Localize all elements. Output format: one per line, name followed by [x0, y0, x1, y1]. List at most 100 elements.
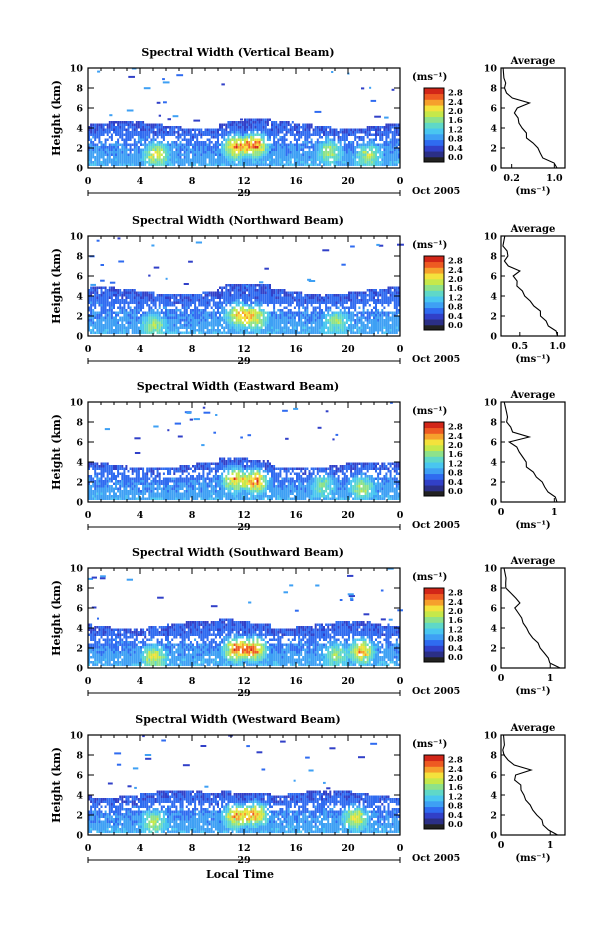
heatmap-cell — [194, 331, 197, 334]
heatmap-cell — [125, 131, 128, 134]
heatmap-cell — [352, 133, 355, 136]
heatmap-cell — [260, 284, 263, 287]
heatmap-cell — [108, 314, 111, 317]
heatmap-cell — [385, 163, 388, 166]
heatmap-cell — [341, 161, 344, 164]
heatmap-cell — [135, 126, 138, 129]
heatmap-cell — [221, 131, 224, 134]
heatmap-cell — [285, 161, 288, 164]
heatmap-cell — [329, 148, 332, 151]
heatmap-cell — [200, 319, 203, 322]
heatmap-cell — [119, 304, 122, 307]
heatmap-cell — [115, 141, 117, 144]
heatmap-cell — [256, 294, 259, 297]
heatmap-cell — [223, 123, 226, 126]
heatmap-cell — [131, 301, 134, 304]
heatmap-cell — [370, 141, 373, 144]
heatmap-cell — [387, 311, 390, 314]
heatmap-cell — [316, 326, 319, 329]
heatmap-cell — [98, 467, 101, 470]
heatmap-cell — [131, 123, 134, 126]
heatmap-cell — [98, 482, 101, 485]
heatmap-cell — [119, 148, 122, 151]
heatmap-cell — [198, 321, 201, 324]
heatmap-cell — [377, 163, 380, 166]
heatmap-cell — [298, 163, 301, 166]
heatmap-cell — [277, 148, 280, 151]
heatmap-cell — [323, 326, 325, 329]
heatmap-cell — [154, 296, 157, 299]
heatmap-cell — [137, 153, 140, 156]
heatmap-cell — [256, 121, 259, 124]
heatmap-cell — [119, 163, 122, 166]
heatmap-cell — [325, 158, 328, 161]
heatmap-cell — [273, 138, 276, 141]
heatmap-cell — [175, 299, 178, 302]
heatmap-cell — [183, 319, 186, 322]
heatmap-cell — [106, 126, 109, 129]
heatmap-cell — [281, 136, 284, 139]
heatmap-cell — [293, 311, 296, 314]
heatmap-cell — [341, 304, 344, 307]
heatmap-cell — [285, 133, 288, 136]
heatmap-cell — [306, 156, 309, 159]
heatmap-cell — [125, 151, 128, 154]
heatmap-cell — [127, 153, 130, 156]
heatmap-cell — [248, 128, 251, 131]
heatmap-cell — [90, 497, 93, 500]
heatmap-cell — [158, 141, 161, 144]
heatmap-cell — [160, 321, 163, 324]
heatmap-cell — [308, 133, 311, 136]
heatmap-cell — [306, 321, 309, 324]
heatmap-cell — [275, 321, 278, 324]
heatmap-cell — [104, 158, 107, 161]
heatmap-cell — [102, 296, 105, 299]
heatmap-cell — [310, 133, 313, 136]
heatmap-cell — [250, 138, 253, 141]
heatmap-cell — [258, 151, 261, 154]
heatmap-cell — [254, 314, 257, 317]
heatmap-cell — [327, 311, 330, 314]
heatmap-cell — [221, 306, 224, 309]
heatmap-cell — [285, 326, 288, 329]
heatmap-cell — [156, 148, 159, 151]
heatmap-cell — [231, 329, 234, 332]
heatmap-cell — [148, 151, 151, 154]
heatmap-cell — [260, 151, 263, 154]
heatmap-cell — [177, 158, 180, 161]
heatmap-cell — [162, 151, 165, 154]
heatmap-cell — [241, 321, 244, 324]
heatmap-cell — [335, 331, 338, 334]
heatmap-cell — [379, 314, 382, 317]
heatmap-cell — [148, 314, 151, 317]
heatmap-cell — [229, 324, 232, 327]
heatmap-cell — [131, 126, 134, 129]
heatmap-cell — [165, 277, 168, 280]
heatmap-cell — [135, 151, 138, 154]
heatmap-cell — [375, 304, 377, 307]
heatmap-cell — [329, 161, 332, 164]
heatmap-cell — [137, 123, 140, 126]
heatmap-cell — [154, 126, 157, 129]
heatmap-cell — [259, 281, 264, 284]
heatmap-cell — [214, 161, 217, 164]
heatmap-cell — [169, 128, 172, 131]
heatmap-cell — [127, 133, 130, 136]
heatmap-cell — [395, 146, 398, 149]
heatmap-cell — [125, 316, 128, 319]
heatmap-cell — [241, 299, 244, 302]
heatmap-cell — [119, 156, 122, 159]
heatmap-cell — [117, 487, 120, 490]
heatmap-cell — [323, 141, 325, 144]
heatmap-cell — [306, 316, 309, 319]
heatmap-cell — [391, 321, 394, 324]
heatmap-cell — [373, 151, 375, 154]
heatmap-cell — [321, 296, 323, 299]
heatmap-cell — [352, 319, 355, 322]
heatmap-cell — [298, 299, 301, 302]
heatmap-cell — [262, 161, 265, 164]
heatmap-cell — [98, 133, 101, 136]
heatmap-cell — [150, 148, 153, 151]
heatmap-cell — [302, 316, 305, 319]
heatmap-cell — [92, 143, 95, 146]
